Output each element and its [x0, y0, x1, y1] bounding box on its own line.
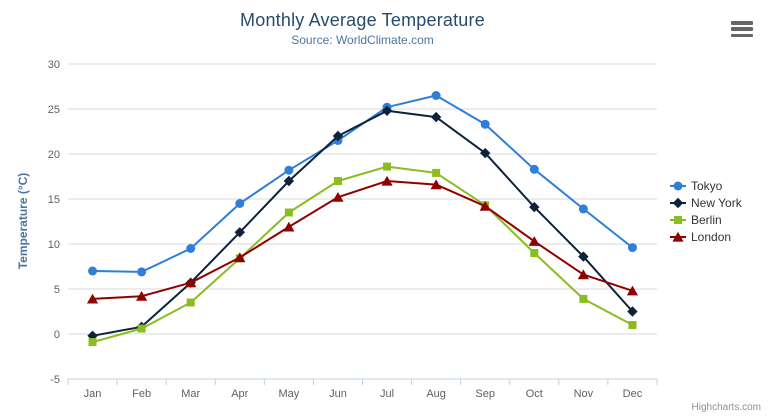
diamond-marker-icon — [670, 197, 686, 208]
x-tick-label: Mar — [181, 388, 200, 400]
series-tokyo-markers[interactable] — [88, 91, 637, 277]
x-tick-label: Jan — [84, 388, 102, 400]
legend-item-berlin[interactable]: Berlin — [670, 211, 742, 228]
x-axis-labels: Jan Feb Mar Apr May Jun Jul Aug Sep Oct Nov Dec — [84, 388, 643, 400]
x-tick-label: Jul — [380, 388, 394, 400]
chart-subtitle: Source: WorldClimate.com — [291, 33, 434, 47]
hamburger-bar — [731, 27, 753, 31]
y-axis-title: Temperature (°C) — [16, 172, 30, 270]
y-tick-label: 10 — [48, 239, 60, 251]
triangle-marker-icon — [670, 231, 686, 242]
legend-label: New York — [691, 195, 742, 210]
x-axis — [67, 378, 658, 385]
y-tick-label: -5 — [50, 374, 60, 386]
chart-title: Monthly Average Temperature — [240, 10, 485, 30]
circle-marker-icon — [670, 181, 686, 190]
square-marker-icon — [670, 215, 686, 224]
legend-item-london[interactable]: London — [670, 228, 742, 245]
y-tick-label: 20 — [48, 149, 60, 161]
x-tick-label: Sep — [475, 388, 495, 400]
y-tick-label: 15 — [48, 194, 60, 206]
y-axis-labels: -5 0 5 10 15 20 25 30 — [48, 59, 60, 386]
x-tick-label: Nov — [574, 388, 594, 400]
x-tick-label: Dec — [623, 388, 643, 400]
highcharts-credit-link[interactable]: Highcharts.com — [691, 402, 761, 413]
x-tick-label: Feb — [132, 388, 151, 400]
series-berlin[interactable] — [88, 162, 637, 347]
legend: Tokyo New York Berlin London — [670, 177, 742, 245]
y-tick-label: 5 — [54, 284, 60, 296]
x-tick-label: Jun — [329, 388, 347, 400]
x-tick-label: Apr — [231, 388, 248, 400]
y-tick-label: 25 — [48, 104, 60, 116]
series-london-markers[interactable] — [86, 175, 639, 304]
hamburger-bar — [731, 21, 753, 25]
legend-item-tokyo[interactable]: Tokyo — [670, 177, 742, 194]
hamburger-icon[interactable] — [729, 19, 757, 39]
x-tick-label: Aug — [426, 388, 446, 400]
x-tick-label: May — [278, 388, 299, 400]
series-london[interactable] — [86, 175, 639, 304]
y-gridlines — [68, 63, 657, 380]
series-new-york[interactable] — [87, 105, 638, 341]
legend-label: London — [691, 229, 732, 244]
y-tick-label: 30 — [48, 59, 60, 71]
series-new-york-markers[interactable] — [87, 105, 638, 341]
legend-label: Berlin — [691, 212, 722, 227]
x-tick-label: Oct — [526, 388, 543, 400]
y-tick-label: 0 — [54, 329, 60, 341]
legend-label: Tokyo — [691, 178, 723, 193]
series-tokyo[interactable] — [88, 91, 637, 277]
legend-item-new-york[interactable]: New York — [670, 194, 742, 211]
hamburger-bar — [731, 33, 753, 37]
